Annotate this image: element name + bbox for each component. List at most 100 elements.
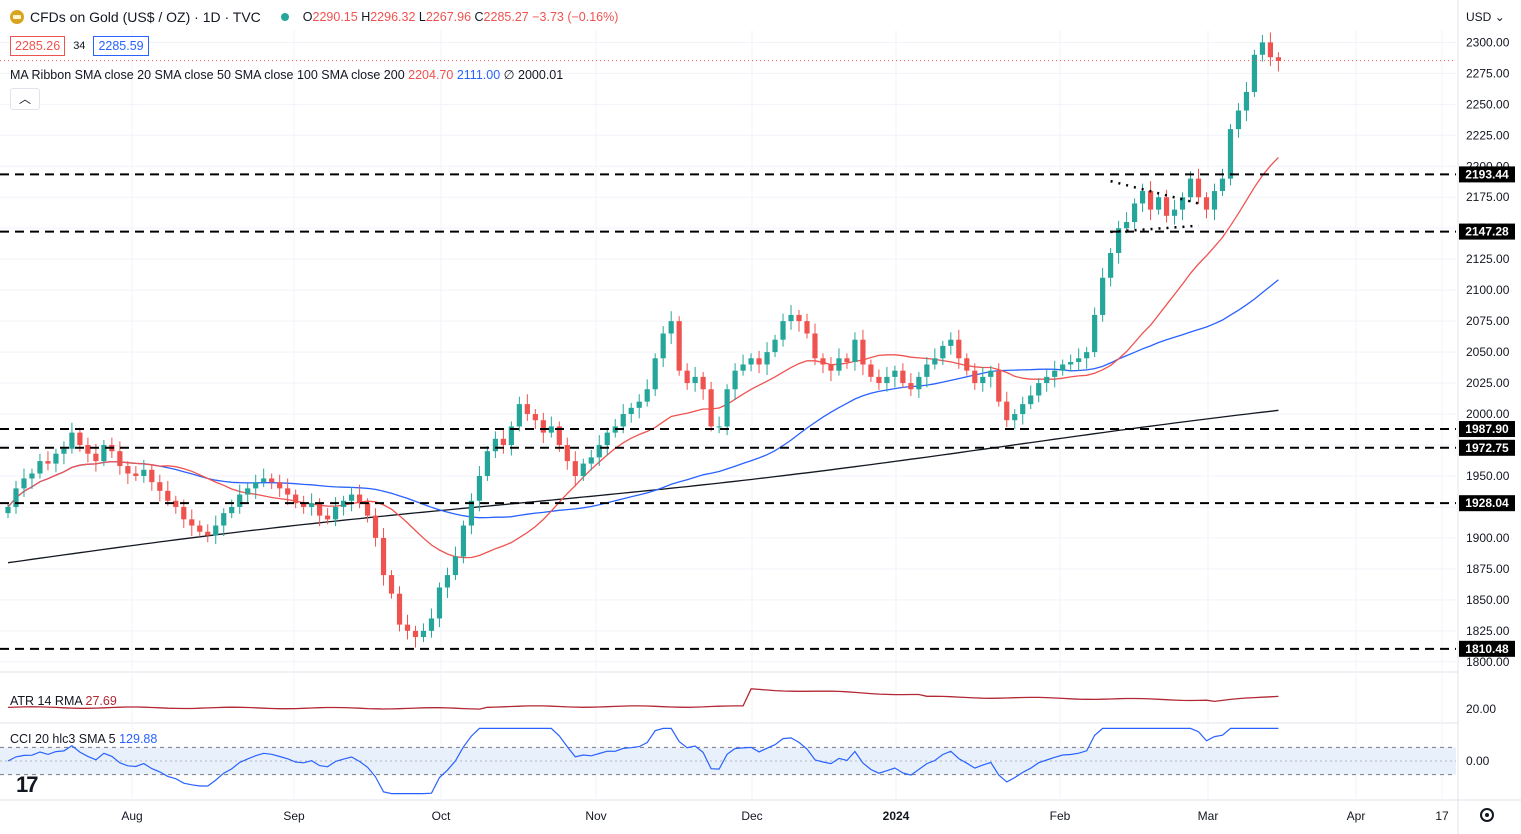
candle bbox=[844, 358, 850, 363]
candle bbox=[596, 445, 602, 458]
x-tick-label: Mar bbox=[1198, 809, 1219, 823]
buy-button[interactable]: 2285.59 bbox=[93, 36, 149, 56]
level-label: 2193.44 bbox=[1465, 167, 1509, 181]
candle bbox=[309, 503, 315, 507]
candle bbox=[1243, 91, 1250, 111]
candle bbox=[876, 376, 882, 384]
candle bbox=[628, 407, 634, 415]
candle bbox=[1131, 203, 1138, 223]
candle bbox=[213, 525, 219, 536]
symbol-title[interactable]: CFDs on Gold (US$ / OZ) · 1D · TVC bbox=[30, 9, 261, 25]
candle bbox=[676, 321, 682, 371]
candle bbox=[1004, 401, 1010, 421]
x-tick-label: Aug bbox=[121, 809, 142, 823]
candle bbox=[396, 593, 403, 625]
candle bbox=[900, 370, 906, 384]
candle bbox=[740, 364, 746, 371]
candle bbox=[532, 414, 538, 421]
candle bbox=[1275, 57, 1282, 61]
x-tick-label: Dec bbox=[741, 809, 762, 823]
x-tick-label: 2024 bbox=[883, 809, 910, 823]
candle bbox=[1235, 110, 1242, 130]
candle bbox=[85, 445, 91, 454]
y-tick-label: 2225.00 bbox=[1466, 128, 1510, 142]
candle bbox=[285, 488, 291, 495]
candle bbox=[404, 624, 411, 631]
candle bbox=[1203, 197, 1210, 210]
candle bbox=[237, 494, 243, 507]
gear-icon[interactable] bbox=[1480, 808, 1494, 822]
candle bbox=[1084, 352, 1090, 359]
candle bbox=[1068, 362, 1074, 365]
candle bbox=[772, 339, 778, 353]
candle bbox=[372, 515, 379, 538]
level-label: 1972.75 bbox=[1465, 441, 1509, 455]
candle bbox=[1171, 209, 1178, 216]
gold-symbol-icon bbox=[10, 10, 24, 24]
candle bbox=[548, 426, 554, 433]
candle bbox=[460, 525, 467, 557]
cci-legend[interactable]: CCI 20 hlc3 SMA 5 129.88 bbox=[10, 732, 158, 746]
candle bbox=[788, 314, 794, 322]
candle bbox=[812, 333, 818, 359]
candle bbox=[93, 453, 99, 462]
candle bbox=[436, 587, 443, 619]
level-label-box bbox=[1459, 495, 1515, 512]
candle bbox=[1012, 414, 1018, 421]
candle bbox=[980, 376, 986, 384]
chevron-down-icon: ⌄ bbox=[1494, 10, 1505, 24]
candle bbox=[604, 432, 610, 446]
x-tick-label: Nov bbox=[585, 809, 606, 823]
y-tick-label: 1850.00 bbox=[1466, 593, 1510, 607]
atr-tick-label: 20.00 bbox=[1466, 702, 1496, 716]
y-tick-label: 2300.00 bbox=[1466, 35, 1510, 49]
candle bbox=[692, 376, 698, 384]
candle bbox=[332, 506, 339, 520]
candle bbox=[293, 494, 299, 504]
candle bbox=[1227, 129, 1234, 179]
candle bbox=[197, 525, 203, 532]
y-tick-label: 1800.00 bbox=[1466, 655, 1510, 669]
candle bbox=[780, 321, 786, 340]
spread-value: 34 bbox=[73, 40, 86, 52]
candle bbox=[53, 453, 59, 464]
candle bbox=[932, 358, 938, 365]
cci-band bbox=[0, 747, 1456, 775]
candle bbox=[269, 478, 275, 483]
sell-button[interactable]: 2285.26 bbox=[10, 36, 66, 56]
candle bbox=[205, 531, 211, 536]
candle bbox=[500, 438, 506, 446]
ma-ribbon-legend[interactable]: MA Ribbon SMA close 20 SMA close 50 SMA … bbox=[10, 68, 564, 82]
candle bbox=[317, 503, 323, 516]
x-tick-label: Feb bbox=[1050, 809, 1071, 823]
candle bbox=[157, 482, 163, 491]
y-tick-label: 2100.00 bbox=[1466, 283, 1510, 297]
level-label: 1928.04 bbox=[1465, 496, 1509, 510]
x-tick-label: Oct bbox=[432, 809, 451, 823]
trade-buttons: 2285.26 34 2285.59 bbox=[10, 36, 149, 56]
atr-legend[interactable]: ATR 14 RMA 27.69 bbox=[10, 694, 117, 708]
sma50-line bbox=[7, 279, 1279, 519]
candle bbox=[700, 376, 706, 390]
candle bbox=[916, 376, 922, 390]
candle bbox=[444, 575, 451, 588]
candle bbox=[636, 401, 642, 408]
candle bbox=[1211, 191, 1218, 210]
candle bbox=[972, 370, 978, 384]
candle bbox=[1108, 252, 1114, 278]
candle bbox=[572, 461, 578, 476]
candle bbox=[1044, 376, 1050, 384]
pattern-line bbox=[1110, 224, 1199, 234]
candle bbox=[948, 339, 954, 346]
collapse-legend-button[interactable]: ︿ bbox=[10, 88, 40, 110]
candle bbox=[189, 519, 195, 526]
ohlc-readout: O2290.15 H2296.32 L2267.96 C2285.27 −3.7… bbox=[302, 10, 619, 24]
currency-selector[interactable]: USD ⌄ bbox=[1466, 10, 1505, 24]
candle bbox=[940, 345, 946, 359]
candle bbox=[652, 358, 658, 390]
candle bbox=[588, 457, 594, 464]
candle bbox=[1124, 222, 1130, 229]
candle bbox=[828, 364, 834, 371]
